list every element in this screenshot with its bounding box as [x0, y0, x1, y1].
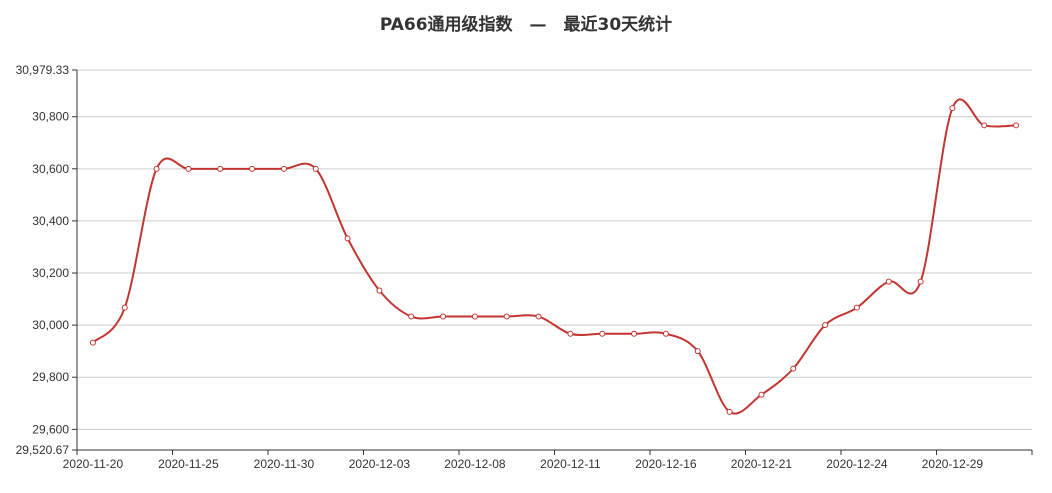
data-point	[662, 330, 669, 337]
data-point	[217, 165, 224, 172]
y-tick-label: 30,800	[32, 110, 69, 124]
data-point	[1013, 122, 1020, 129]
y-tick-label: 29,520.67	[16, 443, 70, 457]
y-tick-label: 30,979.33	[16, 63, 70, 77]
data-point	[822, 322, 829, 329]
data-point	[503, 313, 510, 320]
data-point	[885, 278, 892, 285]
x-tick-label: 2020-12-24	[826, 457, 888, 471]
data-point	[694, 348, 701, 355]
y-tick-label: 29,800	[32, 370, 69, 384]
data-point	[853, 304, 860, 311]
series-line	[92, 98, 1017, 415]
data-point	[185, 165, 192, 172]
data-point	[344, 235, 351, 242]
y-tick-label: 30,600	[32, 162, 69, 176]
chart-title: PA66通用级指数 — 最近30天统计	[379, 15, 673, 35]
data-point	[726, 408, 733, 415]
data-point	[981, 122, 988, 129]
x-tick-label: 2020-12-16	[635, 457, 697, 471]
x-tick-label: 2020-12-08	[444, 457, 506, 471]
data-point	[121, 304, 128, 311]
x-tick-label: 2020-11-25	[158, 457, 219, 471]
data-point	[376, 287, 383, 294]
data-point	[89, 339, 96, 346]
data-point	[280, 165, 287, 172]
data-point	[599, 330, 606, 337]
data-point	[567, 330, 574, 337]
data-point	[440, 313, 447, 320]
data-point	[949, 105, 956, 112]
y-tick-label: 30,200	[32, 266, 69, 280]
data-point	[312, 165, 319, 172]
data-point	[153, 165, 160, 172]
data-point	[535, 313, 542, 320]
y-tick-label: 29,600	[32, 422, 69, 436]
data-point	[631, 330, 638, 337]
x-tick-label: 2020-11-30	[254, 457, 315, 471]
x-tick-label: 2020-12-11	[540, 457, 601, 471]
data-point	[249, 165, 256, 172]
x-tick-label: 2020-12-03	[349, 457, 411, 471]
x-tick-label: 2020-12-21	[731, 457, 793, 471]
y-tick-label: 30,000	[32, 318, 69, 332]
data-point	[790, 365, 797, 372]
data-point	[758, 391, 765, 398]
data-point	[917, 278, 924, 285]
data-point	[408, 313, 415, 320]
x-tick-label: 2020-11-20	[63, 457, 124, 471]
data-point	[471, 313, 478, 320]
x-tick-label: 2020-12-29	[922, 457, 984, 471]
y-tick-label: 30,400	[32, 214, 69, 228]
